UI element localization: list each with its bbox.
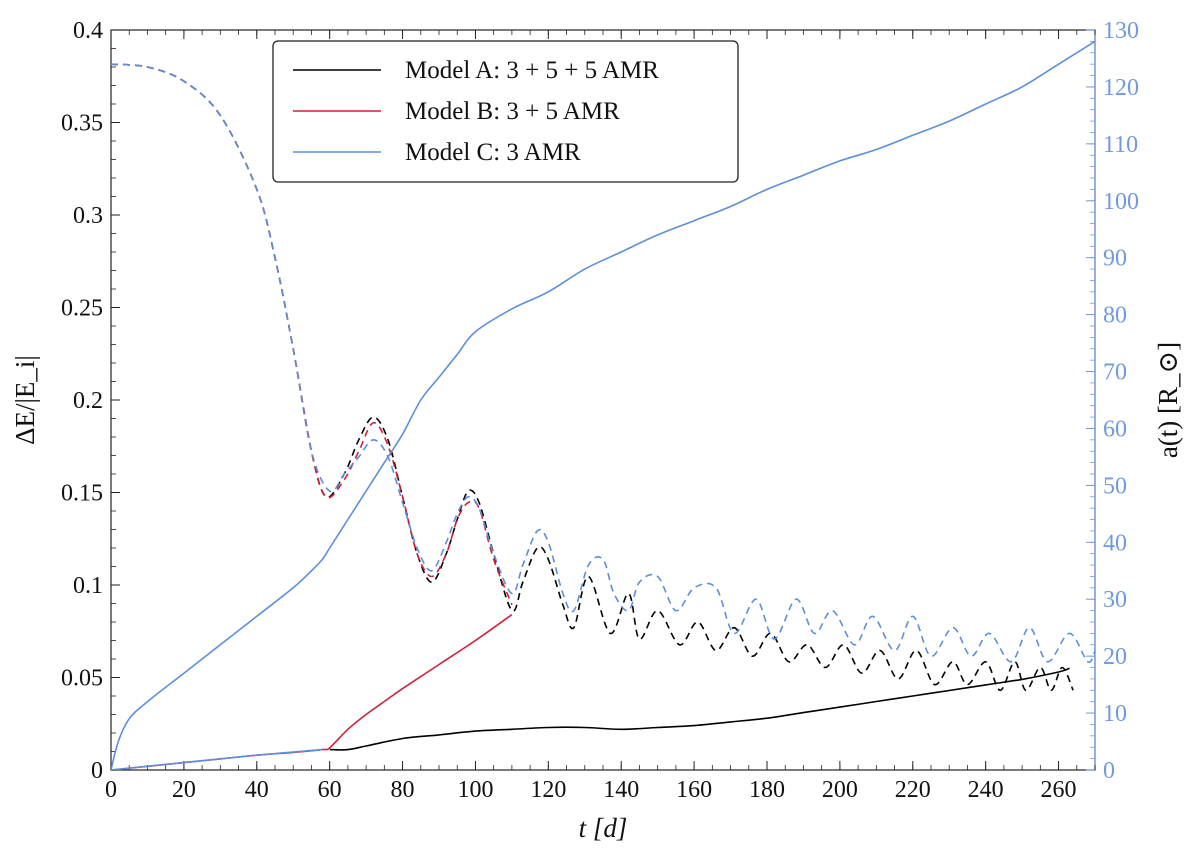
left-tick-label: 0.05 <box>61 666 103 692</box>
bottom-tick-label: 260 <box>1041 777 1077 803</box>
left-tick-label: 0 <box>91 758 103 784</box>
left-axis-ticks: 0 0.05 0.1 0.15 0.2 0.25 0.3 0.35 0.4 <box>61 18 120 784</box>
legend-label-model-a: Model A: 3 + 5 + 5 AMR <box>405 57 659 84</box>
bottom-tick-label: 180 <box>749 777 785 803</box>
right-tick-label: 120 <box>1103 75 1139 101</box>
y-axis-label-right: a(t) [R_⊙] <box>1153 342 1183 458</box>
bottom-tick-label: 140 <box>603 777 639 803</box>
left-tick-label: 0.2 <box>73 388 103 414</box>
left-tick-label: 0.15 <box>61 481 103 507</box>
bottom-tick-label: 160 <box>676 777 712 803</box>
legend-box <box>272 40 739 183</box>
right-tick-label: 80 <box>1103 303 1127 329</box>
right-axis-ticks: 0 10 20 30 40 50 60 70 80 90 100 110 120 130 <box>1086 18 1139 784</box>
bottom-axis-ticks: 0 20 40 60 80 100 120 140 160 180 200 220 240 260 <box>105 30 1096 803</box>
left-tick-label: 0.4 <box>73 18 103 44</box>
legend-label-model-b: Model B: 3 + 5 AMR <box>405 98 620 125</box>
series-group <box>111 40 1095 770</box>
left-tick-label: 0.25 <box>61 296 103 322</box>
bottom-tick-label: 200 <box>822 777 858 803</box>
bottom-tick-label: 220 <box>895 777 931 803</box>
x-axis-label: t [d] <box>579 813 628 843</box>
legend-label-model-c: Model C: 3 AMR <box>405 139 581 166</box>
right-tick-label: 10 <box>1103 701 1127 727</box>
right-tick-label: 20 <box>1103 644 1127 670</box>
bottom-tick-label: 80 <box>391 777 415 803</box>
right-tick-label: 100 <box>1103 189 1139 215</box>
series-c-energy-solid-line <box>111 748 323 770</box>
bottom-tick-label: 40 <box>245 777 269 803</box>
bottom-tick-label: 120 <box>530 777 566 803</box>
right-tick-label: 30 <box>1103 587 1127 613</box>
right-tick-label: 50 <box>1103 473 1127 499</box>
bottom-tick-label: 20 <box>172 777 196 803</box>
bottom-tick-label: 0 <box>105 777 117 803</box>
right-tick-label: 40 <box>1103 530 1127 556</box>
series-b-energy-solid-line <box>111 613 513 770</box>
right-tick-label: 70 <box>1103 360 1127 386</box>
right-tick-label: 60 <box>1103 416 1127 442</box>
right-tick-label: 130 <box>1103 18 1139 44</box>
right-tick-label: 110 <box>1103 132 1138 158</box>
series-c-separation-solid-line <box>111 40 1095 770</box>
series-c-separation-dashed-line <box>111 63 1095 664</box>
bottom-tick-label: 60 <box>318 777 342 803</box>
series-a-separation-dashed-line <box>111 63 1074 692</box>
left-tick-label: 0.3 <box>73 203 103 229</box>
left-tick-label: 0.1 <box>73 573 103 599</box>
right-tick-label: 90 <box>1103 246 1127 272</box>
legend: Model A: 3 + 5 + 5 AMR Model B: 3 + 5 AM… <box>272 40 739 183</box>
y-axis-label-left: ΔE/|E_i| <box>10 355 40 445</box>
bottom-tick-label: 240 <box>968 777 1004 803</box>
right-tick-label: 0 <box>1103 758 1115 784</box>
left-tick-label: 0.35 <box>61 111 103 137</box>
bottom-tick-label: 100 <box>457 777 493 803</box>
series-a-energy-solid-line <box>329 667 1070 751</box>
